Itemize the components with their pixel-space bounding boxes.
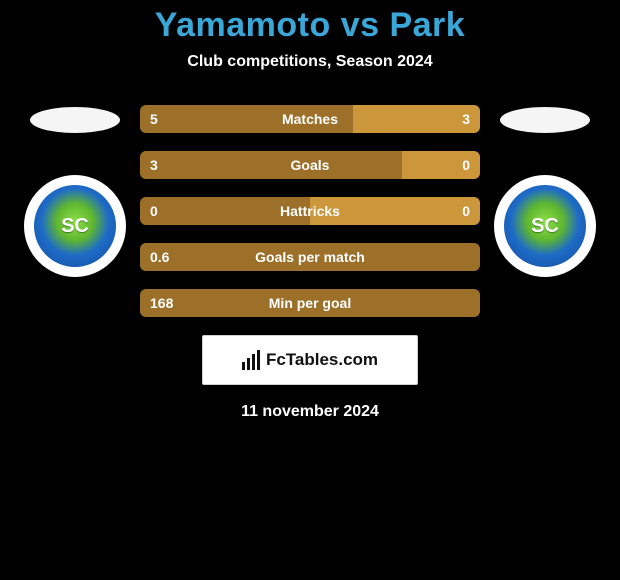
date-label: 11 november 2024: [0, 403, 620, 421]
club-crest-icon: SC: [34, 185, 116, 267]
stat-label: Min per goal: [140, 289, 480, 317]
source-logo-label: FcTables.com: [242, 350, 378, 370]
source-logo[interactable]: FcTables.com: [202, 335, 418, 385]
player-left-ellipse: [30, 107, 120, 133]
subtitle: Club competitions, Season 2024: [0, 53, 620, 71]
stat-label: Hattricks: [140, 197, 480, 225]
stat-label: Goals: [140, 151, 480, 179]
player-right-name: Park: [389, 6, 465, 44]
main-row: SC 53Matches 30Goals 00Hattricks 0.6Goals p…: [0, 99, 620, 317]
left-column: SC: [20, 99, 130, 277]
stat-row: 00Hattricks: [140, 197, 480, 225]
player-left-badge: SC: [24, 175, 126, 277]
stat-label: Matches: [140, 105, 480, 133]
barchart-icon: [242, 350, 260, 370]
stat-row: 53Matches: [140, 105, 480, 133]
stat-row: 168Min per goal: [140, 289, 480, 317]
stat-label: Goals per match: [140, 243, 480, 271]
right-column: SC: [490, 99, 600, 277]
stat-row: 30Goals: [140, 151, 480, 179]
page-title: Yamamoto vs Park: [0, 6, 620, 45]
comparison-card: Yamamoto vs Park Club competitions, Seas…: [0, 0, 620, 421]
title-vs: vs: [341, 6, 380, 44]
player-right-badge: SC: [494, 175, 596, 277]
stats-bars: 53Matches 30Goals 00Hattricks 0.6Goals per …: [130, 99, 490, 317]
player-right-ellipse: [500, 107, 590, 133]
club-crest-icon: SC: [504, 185, 586, 267]
logo-text: FcTables.com: [266, 350, 378, 370]
stat-row: 0.6Goals per match: [140, 243, 480, 271]
player-left-name: Yamamoto: [155, 6, 331, 44]
